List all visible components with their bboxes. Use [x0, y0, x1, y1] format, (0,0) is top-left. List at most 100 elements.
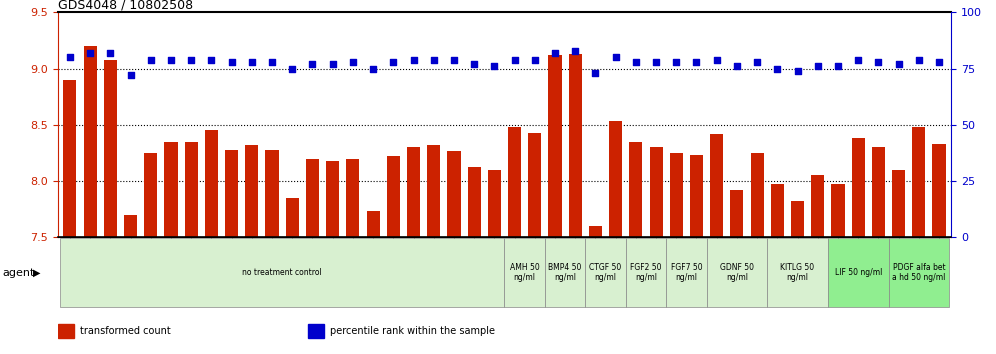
Point — [466, 61, 482, 67]
Bar — [932, 144, 945, 237]
Text: FGF7 50
ng/ml: FGF7 50 ng/ml — [670, 263, 702, 282]
Point — [345, 59, 361, 65]
Bar — [467, 167, 481, 237]
Text: CTGF 50
ng/ml: CTGF 50 ng/ml — [590, 263, 622, 282]
Text: no treatment control: no treatment control — [242, 268, 322, 277]
Bar — [286, 198, 299, 237]
Point — [62, 55, 78, 60]
Point — [749, 59, 765, 65]
Point — [123, 73, 138, 78]
Point — [385, 59, 401, 65]
Text: LIF 50 ng/ml: LIF 50 ng/ml — [835, 268, 881, 277]
Bar — [751, 153, 764, 237]
Bar — [184, 142, 198, 237]
Text: transformed count: transformed count — [80, 326, 171, 336]
Bar — [832, 184, 845, 237]
Point — [366, 66, 381, 72]
Bar — [589, 226, 602, 237]
Point — [486, 63, 502, 69]
Bar — [84, 46, 97, 237]
Point — [203, 57, 219, 62]
Bar — [124, 215, 137, 237]
Point — [405, 57, 421, 62]
Bar — [528, 133, 542, 237]
Bar — [730, 190, 743, 237]
Bar — [386, 156, 399, 237]
Point — [648, 59, 664, 65]
Bar — [60, 238, 504, 307]
Point — [890, 61, 906, 67]
Bar — [104, 59, 117, 237]
Point — [588, 70, 604, 76]
Point — [507, 57, 523, 62]
Bar — [308, 324, 324, 338]
Point — [790, 68, 806, 74]
Point — [911, 57, 927, 62]
Point — [709, 57, 725, 62]
Bar — [629, 142, 642, 237]
Point — [627, 59, 643, 65]
Bar — [504, 238, 545, 307]
Text: ▶: ▶ — [33, 268, 41, 278]
Text: KITLG 50
ng/ml: KITLG 50 ng/ml — [781, 263, 815, 282]
Bar — [610, 121, 622, 237]
Point — [264, 59, 280, 65]
Point — [103, 50, 119, 56]
Point — [931, 59, 947, 65]
Text: AMH 50
ng/ml: AMH 50 ng/ml — [510, 263, 540, 282]
Bar — [852, 138, 865, 237]
Point — [688, 59, 704, 65]
Point — [547, 50, 563, 56]
Bar — [811, 175, 825, 237]
Bar — [586, 238, 625, 307]
Point — [425, 57, 441, 62]
Bar — [447, 151, 460, 237]
Bar — [225, 149, 238, 237]
Bar — [545, 238, 586, 307]
Text: FGF2 50
ng/ml: FGF2 50 ng/ml — [630, 263, 661, 282]
Bar — [690, 155, 703, 237]
Text: PDGF alfa bet
a hd 50 ng/ml: PDGF alfa bet a hd 50 ng/ml — [892, 263, 945, 282]
Bar — [569, 54, 582, 237]
Point — [608, 55, 623, 60]
Point — [163, 57, 179, 62]
Point — [183, 57, 199, 62]
Bar — [205, 130, 218, 237]
Point — [446, 57, 462, 62]
Point — [305, 61, 321, 67]
Text: GDNF 50
ng/ml: GDNF 50 ng/ml — [720, 263, 754, 282]
Bar — [649, 147, 662, 237]
Bar — [427, 145, 440, 237]
Bar — [164, 142, 177, 237]
Point — [668, 59, 684, 65]
Bar — [767, 238, 828, 307]
Point — [810, 63, 826, 69]
Bar — [326, 161, 340, 237]
Point — [851, 57, 867, 62]
Bar — [488, 170, 501, 237]
Bar — [828, 238, 888, 307]
Point — [82, 50, 98, 56]
Text: BMP4 50
ng/ml: BMP4 50 ng/ml — [549, 263, 582, 282]
Text: GDS4048 / 10802508: GDS4048 / 10802508 — [58, 0, 193, 11]
Text: percentile rank within the sample: percentile rank within the sample — [331, 326, 495, 336]
Point — [830, 63, 846, 69]
Bar — [710, 134, 723, 237]
Bar — [706, 238, 767, 307]
Bar — [666, 238, 706, 307]
Bar — [625, 238, 666, 307]
Bar — [888, 238, 949, 307]
Point — [527, 57, 543, 62]
Point — [142, 57, 158, 62]
Bar — [266, 149, 279, 237]
Point — [729, 63, 745, 69]
Point — [244, 59, 260, 65]
Bar — [771, 184, 784, 237]
Bar — [144, 153, 157, 237]
Bar — [306, 159, 319, 237]
Bar — [912, 127, 925, 237]
Point — [769, 66, 785, 72]
Bar — [64, 80, 77, 237]
Bar — [347, 159, 360, 237]
Text: agent: agent — [2, 268, 35, 278]
